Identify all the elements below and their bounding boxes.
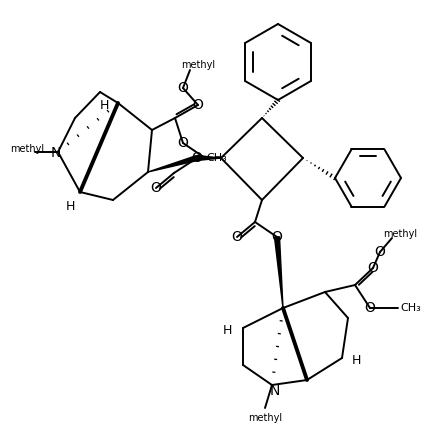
Text: H: H: [222, 324, 232, 336]
Text: O: O: [193, 98, 203, 112]
Text: N: N: [51, 146, 61, 160]
Polygon shape: [148, 156, 198, 172]
Text: O: O: [151, 181, 161, 195]
Text: CH₃: CH₃: [401, 303, 422, 313]
Text: N: N: [270, 384, 280, 398]
Text: O: O: [271, 230, 282, 244]
Text: O: O: [232, 230, 242, 244]
Text: O: O: [365, 301, 375, 315]
Text: methyl: methyl: [10, 144, 44, 154]
Text: CH₃: CH₃: [207, 153, 227, 163]
Text: O: O: [178, 136, 188, 150]
Text: H: H: [65, 199, 75, 212]
Polygon shape: [197, 155, 221, 160]
Text: H: H: [351, 354, 361, 366]
Text: O: O: [178, 81, 188, 95]
Polygon shape: [274, 237, 283, 308]
Text: H: H: [99, 98, 109, 112]
Text: methyl: methyl: [383, 229, 417, 239]
Text: O: O: [374, 245, 386, 259]
Text: methyl: methyl: [181, 60, 215, 70]
Text: methyl: methyl: [248, 413, 282, 423]
Text: O: O: [368, 261, 378, 275]
Text: O: O: [192, 151, 202, 165]
